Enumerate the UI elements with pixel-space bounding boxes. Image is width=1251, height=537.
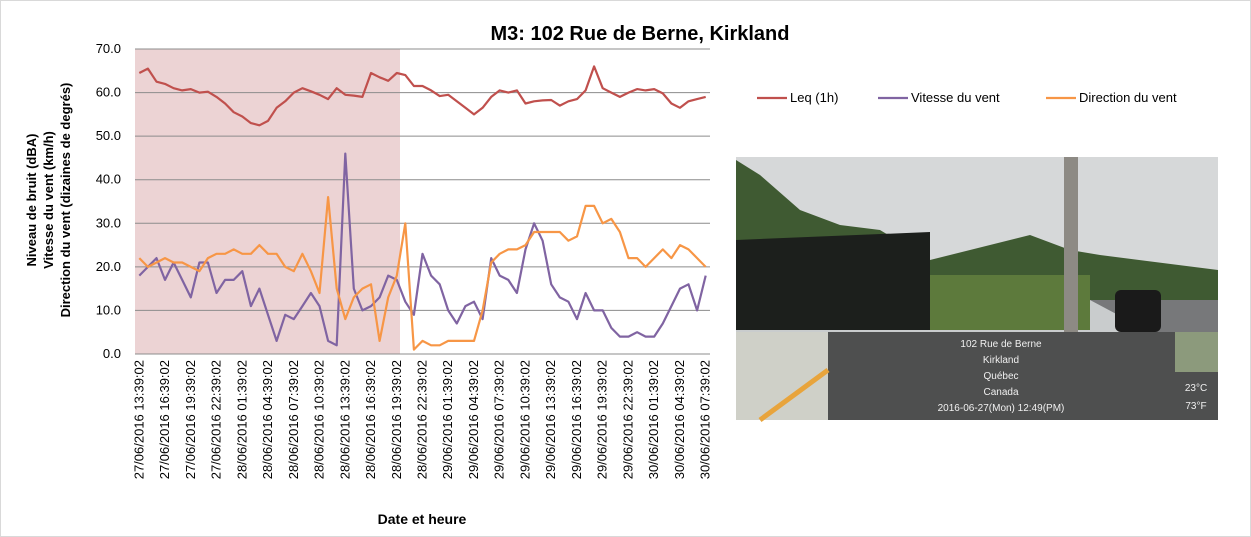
x-tick-label: 27/06/2016 19:39:02: [183, 360, 198, 479]
x-tick-label: 27/06/2016 16:39:02: [157, 360, 172, 479]
x-tick-label: 28/06/2016 16:39:02: [363, 360, 378, 479]
x-tick-label: 27/06/2016 22:39:02: [209, 360, 224, 479]
x-tick-label: 28/06/2016 01:39:02: [234, 360, 249, 479]
x-tick-label: 27/06/2016 13:39:02: [131, 360, 146, 479]
legend-label: Direction du vent: [1079, 90, 1177, 105]
x-tick-label: 28/06/2016 22:39:02: [415, 360, 430, 479]
x-title: Date et heure: [378, 511, 467, 527]
x-tick-label: 28/06/2016 13:39:02: [337, 360, 352, 479]
photo-caption: 102 Rue de Berne: [960, 339, 1042, 350]
x-tick-label: 28/06/2016 19:39:02: [389, 360, 404, 479]
x-tick-label: 30/06/2016 07:39:02: [698, 360, 713, 479]
x-tick-label: 28/06/2016 10:39:02: [312, 360, 327, 479]
y-tick-label: 20.0: [96, 259, 121, 274]
x-tick-label: 28/06/2016 04:39:02: [260, 360, 275, 479]
photo-caption: Kirkland: [983, 355, 1019, 366]
y-tick-label: 70.0: [96, 41, 121, 56]
y-tick-label: 30.0: [96, 215, 121, 230]
x-tick-label: 29/06/2016 07:39:02: [492, 360, 507, 479]
street-photo: [736, 157, 1218, 423]
x-tick-label: 30/06/2016 04:39:02: [672, 360, 687, 479]
legend-label: Vitesse du vent: [911, 90, 1000, 105]
y-title: Niveau de bruit (dBA): [24, 134, 39, 267]
photo-temp: 23°C: [1185, 383, 1207, 394]
x-tick-label: 29/06/2016 19:39:02: [595, 360, 610, 479]
y-title: Direction du vent (dizaines de degrés): [58, 83, 73, 318]
y-tick-label: 40.0: [96, 172, 121, 187]
x-tick-label: 29/06/2016 22:39:02: [620, 360, 635, 479]
y-tick-label: 60.0: [96, 85, 121, 100]
photo-caption: 2016-06-27(Mon) 12:49(PM): [938, 403, 1065, 414]
y-tick-label: 0.0: [103, 346, 121, 361]
legend-label: Leq (1h): [790, 90, 838, 105]
x-tick-label: 29/06/2016 16:39:02: [569, 360, 584, 479]
highlight-region: [135, 49, 400, 354]
y-title: Vitesse du vent (km/h): [41, 131, 56, 269]
x-tick-label: 29/06/2016 04:39:02: [466, 360, 481, 479]
photo-temp: 73°F: [1185, 401, 1206, 412]
series-line: [138, 65, 706, 127]
x-tick-label: 29/06/2016 10:39:02: [517, 360, 532, 479]
photo-caption: Québec: [983, 371, 1018, 382]
series-line: [138, 152, 707, 347]
x-tick-label: 29/06/2016 01:39:02: [440, 360, 455, 479]
photo-caption: Canada: [983, 387, 1018, 398]
x-tick-label: 29/06/2016 13:39:02: [543, 360, 558, 479]
x-tick-label: 28/06/2016 07:39:02: [286, 360, 301, 479]
series-line: [138, 196, 707, 351]
chart-title: M3: 102 Rue de Berne, Kirkland: [491, 23, 790, 45]
x-tick-label: 30/06/2016 01:39:02: [646, 360, 661, 479]
y-tick-label: 10.0: [96, 302, 121, 317]
y-tick-label: 50.0: [96, 128, 121, 143]
